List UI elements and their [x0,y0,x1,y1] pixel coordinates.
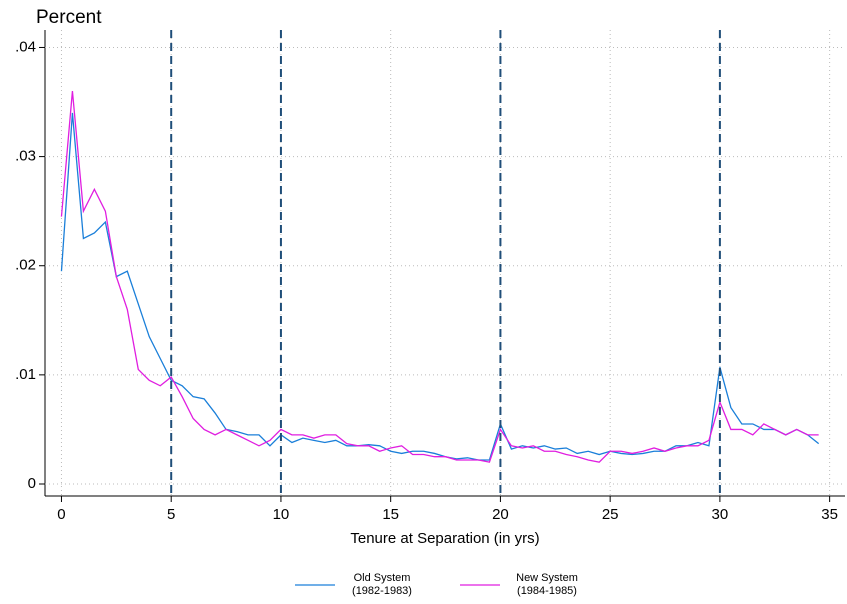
series-line [60,91,819,463]
x-tick-label: 20 [492,506,509,523]
series-line [60,112,820,461]
y-tick-label: .02 [15,257,36,274]
legend-label: New System (1984-1985) [516,572,578,597]
legend-label: Old System (1982-1983) [352,572,412,597]
x-tick-label: 25 [602,506,619,523]
y-tick-label: 0 [28,475,36,492]
x-tick-label: 35 [821,506,838,523]
x-tick-label: 5 [167,506,175,523]
y-axis-title: Percent [36,7,102,28]
y-tick-label: .04 [15,38,36,55]
y-tick-label: .01 [15,366,36,383]
x-tick-label: 10 [273,506,290,523]
y-tick-label: .03 [15,148,36,165]
x-tick-label: 15 [382,506,399,523]
x-tick-label: 30 [712,506,729,523]
x-tick-label: 0 [57,506,65,523]
x-axis-title: Tenure at Separation (in yrs) [350,530,539,547]
